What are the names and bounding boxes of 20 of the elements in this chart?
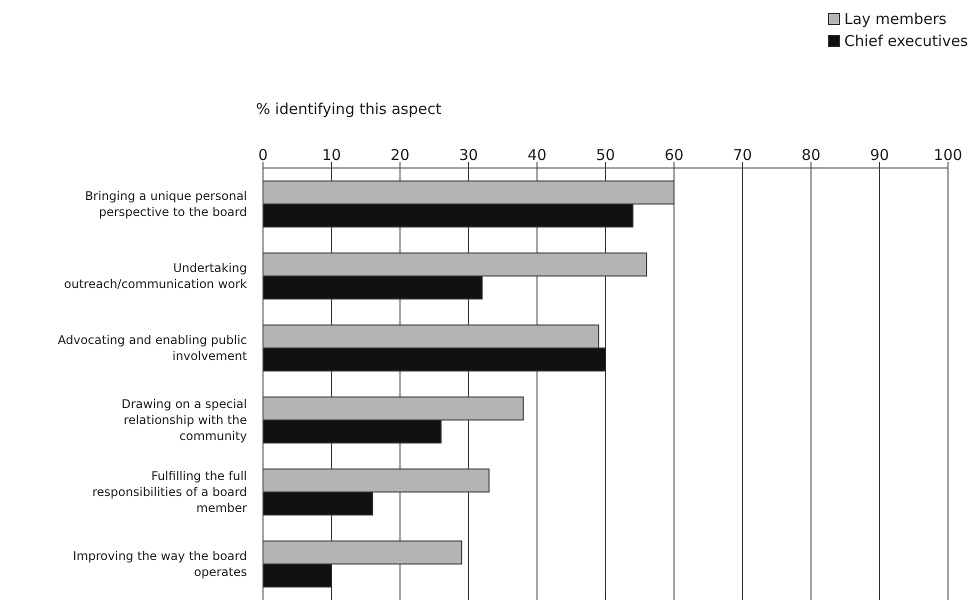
y-tick-label: Bringing a unique personal perspective to the board	[84, 189, 247, 219]
x-tick-label: 30	[458, 146, 478, 164]
x-axis-title: % identifying this aspect	[256, 100, 442, 118]
x-tick-label: 40	[527, 146, 547, 164]
x-tick-label: 10	[322, 146, 342, 164]
x-tick-label: 20	[390, 146, 410, 164]
x-tick-label: 70	[732, 146, 752, 164]
y-tick-label: Improving the way the board operates	[72, 549, 247, 579]
x-tick-label: 60	[664, 146, 684, 164]
x-tick-label: 90	[870, 146, 890, 164]
y-tick-label: Undertaking outreach/communication work	[64, 261, 248, 291]
y-tick-label: Advocating and enabling public involvement	[58, 333, 248, 363]
legend-label: Chief executives	[844, 32, 968, 50]
x-tick-label: 100	[934, 146, 962, 164]
y-tick-label: Drawing on a special relationship with the community	[121, 397, 247, 443]
x-tick-label: 80	[801, 146, 821, 164]
legend-label: Lay members	[844, 10, 947, 28]
x-tick-label: 50	[596, 146, 616, 164]
y-tick-label: Fulfilling the full responsibilities of a board member	[92, 469, 248, 515]
x-tick-label: 0	[258, 146, 268, 164]
